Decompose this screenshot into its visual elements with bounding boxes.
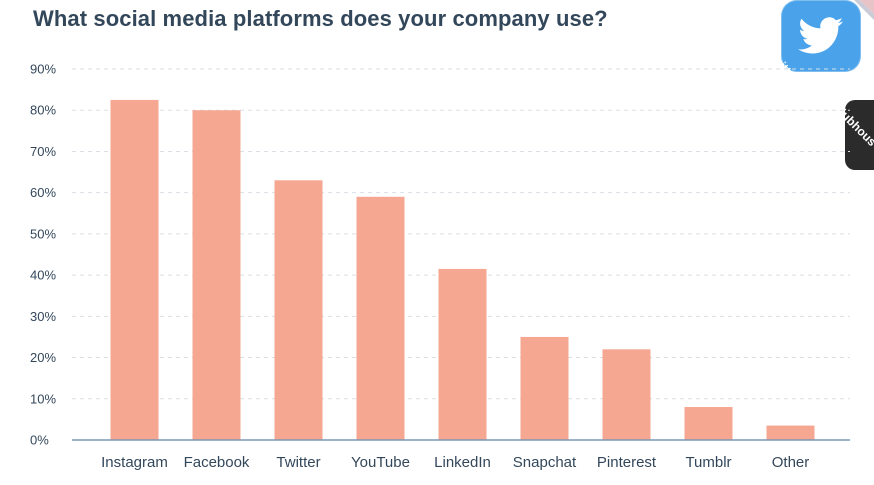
clubhouse-app-icon [845,100,874,170]
x-tick-label: Tumblr [685,454,731,471]
x-tick-label: LinkedIn [434,454,491,471]
chart-title: What social media platforms does your co… [33,6,608,31]
x-tick-label: Snapchat [513,454,577,471]
x-tick-label: Other [772,454,810,471]
y-tick-label: 40% [30,268,56,283]
y-tick-label: 50% [30,226,56,241]
y-tick-label: 90% [30,62,56,77]
bar-instagram [110,99,159,441]
x-tick-label: Twitter [276,454,320,471]
y-tick-label: 70% [30,144,56,159]
bar-twitter [274,180,323,441]
y-tick-label: 30% [30,309,56,324]
twitter-app-icon [781,0,861,72]
bar-linkedin [438,268,487,440]
bar-snapchat [520,336,569,440]
bar-pinterest [602,349,651,440]
y-tick-label: 20% [30,350,56,365]
x-tick-label: Facebook [184,454,250,471]
x-tick-label: Pinterest [597,454,657,471]
y-tick-label: 0% [30,433,49,448]
y-tick-label: 10% [30,391,56,406]
bar-other [766,425,815,440]
y-tick-label: 60% [30,185,56,200]
x-tick-label: YouTube [351,454,410,471]
x-tick-label: Instagram [101,454,168,471]
y-tick-label: 80% [30,103,56,118]
twitter-bird-icon [798,17,844,54]
bar-facebook [192,110,241,440]
bar-youtube [356,196,405,440]
bar-tumblr [684,407,733,440]
